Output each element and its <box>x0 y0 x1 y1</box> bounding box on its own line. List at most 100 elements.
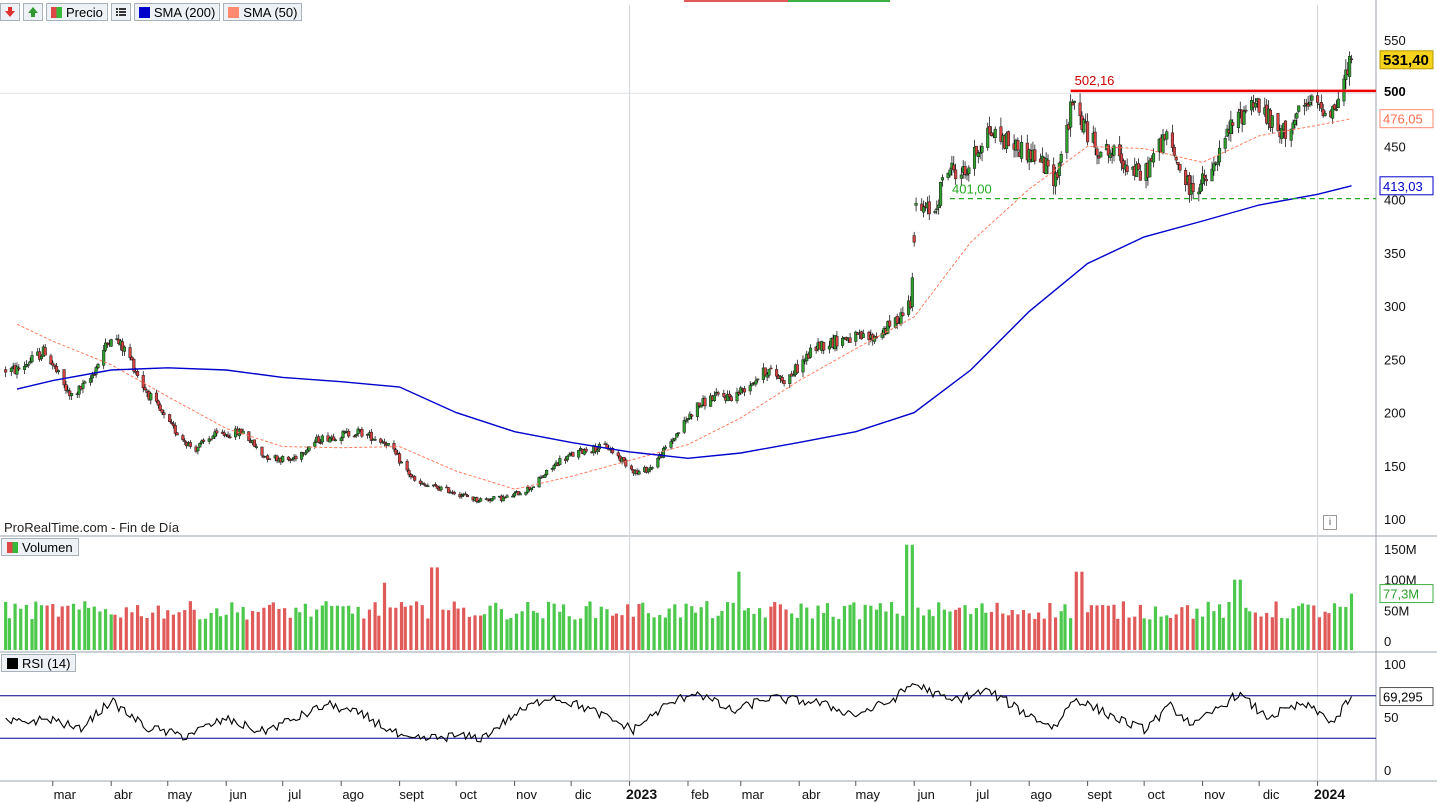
candle-down <box>795 364 799 373</box>
candle-up <box>767 368 771 376</box>
list-icon[interactable] <box>110 3 131 21</box>
candle-up <box>104 342 108 351</box>
volume-bar <box>435 567 439 650</box>
candle-down <box>963 166 967 176</box>
volume-bar <box>588 601 592 650</box>
volume-bar <box>330 605 334 650</box>
info-icon[interactable]: i <box>1323 515 1337 530</box>
rsi-last-tag-box <box>1379 687 1434 707</box>
volume-bar <box>4 601 8 650</box>
volume-bar <box>309 616 313 650</box>
volume-bar <box>139 616 143 650</box>
candle-down <box>988 126 992 135</box>
candle-up <box>1253 102 1257 108</box>
volume-bars <box>4 544 1354 650</box>
volume-bar <box>218 616 223 650</box>
candle-down <box>1106 144 1110 156</box>
volume-bar <box>705 601 709 650</box>
volume-bar <box>13 603 17 650</box>
candle-down <box>332 436 336 441</box>
candle-up <box>354 434 358 436</box>
candle-up <box>673 437 677 441</box>
volume-panel-label[interactable]: Volumen <box>1 538 79 556</box>
candle-down <box>382 441 387 444</box>
candle-down <box>703 397 707 407</box>
time-tick-sept: sept <box>399 787 424 802</box>
candle-up <box>577 449 581 458</box>
candle-up <box>386 443 390 446</box>
rsi-line <box>5 683 1352 743</box>
sma50-toggle[interactable]: SMA (50) <box>223 3 303 21</box>
candle-up <box>341 431 345 438</box>
volume-bar <box>162 618 166 650</box>
candle-up <box>972 146 977 169</box>
volume-bar <box>837 618 841 650</box>
volume-bar <box>1001 613 1005 650</box>
candle-up <box>1135 164 1139 177</box>
candle-down <box>228 436 232 439</box>
candle-down <box>912 235 916 243</box>
price-tick-100: 100 <box>1384 512 1406 527</box>
sma200-toggle[interactable]: SMA (200) <box>133 3 221 21</box>
candle-down <box>722 392 726 397</box>
volume-bar <box>822 612 826 650</box>
arrow-up-icon[interactable] <box>23 3 43 21</box>
candle-up <box>637 471 641 475</box>
candle-down <box>51 362 55 366</box>
volume-bar <box>725 602 730 650</box>
candle-up <box>765 373 769 378</box>
volume-bar <box>171 614 176 650</box>
volume-bar <box>963 605 967 650</box>
candle-up <box>526 487 530 493</box>
volume-bar <box>409 605 413 650</box>
candle-up <box>1054 173 1058 187</box>
candle-down <box>360 428 364 437</box>
volume-bar <box>690 606 694 650</box>
candle-down <box>173 425 177 434</box>
arrow-down-icon[interactable] <box>0 3 20 21</box>
candle-up <box>967 167 971 175</box>
price-series-toggle[interactable]: Precio <box>46 3 108 21</box>
volume-bar <box>1112 604 1116 650</box>
candle-up <box>109 339 113 347</box>
volume-bar <box>1327 613 1331 650</box>
volume-bar <box>684 603 688 650</box>
candle-down <box>318 442 322 444</box>
volume-bar <box>1212 611 1216 650</box>
volume-bar <box>916 607 920 650</box>
candle-up <box>501 496 505 502</box>
candle-down <box>716 392 720 395</box>
candle-up <box>1148 160 1152 178</box>
candle-up <box>939 181 943 206</box>
sma50-color-swatch <box>228 6 240 18</box>
candle-down <box>156 400 160 406</box>
candle-down <box>895 315 899 324</box>
candle-down <box>183 440 187 442</box>
candle-down <box>782 380 786 384</box>
resistance-axis-label: 500 <box>1384 84 1406 99</box>
candle-up <box>1331 106 1335 119</box>
candle-up <box>102 350 106 366</box>
candle-up <box>948 169 952 176</box>
time-tick-mar: mar <box>54 787 77 802</box>
volume-last-tag-box <box>1379 584 1434 604</box>
volume-bar <box>1006 615 1011 650</box>
candle-down <box>603 443 607 445</box>
candle-up <box>1223 138 1227 149</box>
volume-bar <box>86 607 91 650</box>
rsi-label: RSI (14) <box>22 655 71 671</box>
volume-bar <box>462 607 466 650</box>
volume-bar <box>1165 615 1169 650</box>
candle-down <box>171 423 175 427</box>
candle-up <box>1308 101 1312 106</box>
volume-bar <box>1138 604 1142 650</box>
candle-down <box>742 388 747 393</box>
candle-up <box>1289 128 1293 141</box>
candle-up <box>1069 101 1073 128</box>
volume-bar <box>362 618 366 650</box>
rsi-panel-label[interactable]: RSI (14) <box>1 654 77 672</box>
candle-down <box>128 347 132 358</box>
candle-up <box>545 469 549 476</box>
candle-up <box>1293 120 1297 125</box>
